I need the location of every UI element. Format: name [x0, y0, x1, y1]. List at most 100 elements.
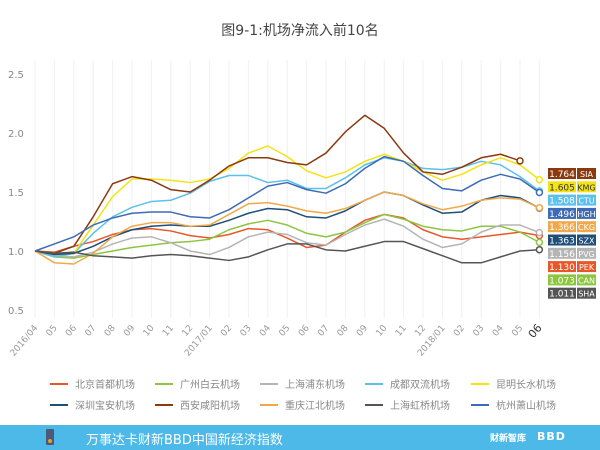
legend-label: 成都双流机场	[390, 380, 450, 391]
x-tick-label: 12	[413, 324, 428, 339]
legend-label: 深圳宝安机场	[75, 401, 135, 412]
end-value-label: 1.496	[549, 210, 575, 220]
end-value-label: 1.363	[549, 237, 575, 247]
end-value-badge	[548, 261, 576, 273]
x-tick-label: 07	[316, 324, 331, 339]
end-value-label: 1.130	[549, 263, 575, 273]
x-tick-label: 03	[471, 324, 486, 339]
end-value-badge	[548, 181, 576, 193]
end-value-badge	[548, 247, 576, 259]
x-tick-label: 10	[142, 323, 157, 338]
airport-code-label: HGH	[577, 210, 595, 219]
legend-swatch	[260, 382, 278, 385]
mastercard-icon	[46, 429, 54, 445]
legend-item-PVG[interactable]: 上海浦东机场	[260, 376, 345, 391]
y-tick-label: 2.0	[8, 129, 24, 140]
y-tick-label: 1.5	[8, 188, 24, 199]
x-tick-label: 2016/04	[9, 323, 41, 358]
legend-label: 西安咸阳机场	[180, 401, 240, 412]
legend-swatch	[365, 403, 383, 406]
x-tick-label: 02	[452, 324, 467, 339]
legend-item-SHA[interactable]: 上海虹桥机场	[365, 397, 450, 412]
x-tick-label: 06	[297, 323, 312, 338]
airport-code-label: PVG	[578, 250, 595, 259]
y-tick-label: 1.0	[8, 247, 24, 258]
y-tick-label: 2.5	[8, 70, 24, 81]
legend-label: 广州白云机场	[180, 380, 240, 391]
x-tick-label: 08	[336, 323, 351, 338]
x-tick-label: 05	[277, 324, 292, 339]
chart-title: 图9-1:机场净流入前10名	[221, 23, 379, 39]
airport-code-label: CKG	[578, 223, 595, 232]
x-tick-label: 11	[161, 324, 176, 339]
end-marker-CKG	[535, 204, 544, 212]
airport-code-label: CAN	[578, 276, 595, 285]
legend-swatch	[365, 382, 383, 385]
x-tick-label: 12	[180, 324, 195, 339]
legend-label: 重庆江北机场	[285, 401, 345, 412]
series-line-SIA	[34, 114, 521, 255]
x-tick-label: 09	[122, 323, 137, 338]
airport-code-badge	[577, 168, 596, 179]
x-tick-label: 04	[258, 323, 273, 338]
end-value-badge	[548, 274, 576, 286]
legend-item-SZX[interactable]: 深圳宝安机场	[50, 397, 135, 412]
legend-item-CKG[interactable]: 重庆江北机场	[260, 397, 345, 412]
series-line-CAN	[34, 213, 540, 259]
x-tick-label: 05	[510, 324, 525, 339]
x-tick-label: 03	[239, 324, 254, 339]
legend-item-PEK[interactable]: 北京首都机场	[50, 376, 135, 391]
end-value-badge	[548, 221, 576, 233]
footer-banner: 万事达卡财新BBD中国新经济指数 财新智库 BBD	[0, 425, 600, 450]
airport-code-badge	[577, 207, 596, 219]
legend-item-CAN[interactable]: 广州白云机场	[155, 376, 240, 391]
legend-item-KMG[interactable]: 昆明长水机场	[471, 376, 556, 391]
legend-item-HGH[interactable]: 杭州萧山机场	[471, 397, 556, 412]
x-tick-label: 06	[526, 322, 545, 341]
end-value-badge	[548, 234, 576, 246]
legend-swatch	[50, 403, 68, 406]
legend-item-SIA[interactable]: 西安咸阳机场	[155, 397, 240, 412]
legend-label: 昆明长水机场	[496, 380, 556, 391]
legend-label: 上海浦东机场	[285, 380, 345, 391]
x-tick-label: 08	[103, 323, 118, 338]
airport-code-label: KMG	[577, 183, 595, 192]
x-tick-label: 07	[83, 324, 98, 339]
airport-code-badge	[577, 234, 596, 246]
end-value-label: 1.605	[549, 183, 575, 193]
legend-swatch	[260, 403, 278, 406]
legend-label: 杭州萧山机场	[496, 401, 556, 412]
end-value-badge	[548, 194, 576, 206]
end-value-badge	[548, 287, 576, 299]
series-line-CTU	[34, 157, 540, 258]
airport-code-label: SHA	[578, 290, 595, 299]
footer-text: 万事达卡财新BBD中国新经济指数	[86, 433, 283, 448]
airport-code-badge	[577, 181, 596, 193]
end-value-label: 1.764	[549, 170, 575, 180]
end-marker-SHA	[535, 245, 544, 254]
end-marker-HGH	[535, 188, 544, 197]
legend-label: 上海虹桥机场	[390, 401, 450, 412]
series-line-KMG	[34, 145, 540, 256]
bbd-logo: BBD	[537, 430, 566, 443]
end-value-label: 1.366	[549, 223, 575, 233]
airport-code-badge	[577, 247, 596, 259]
airport-code-badge	[577, 274, 596, 286]
legend-item-CTU[interactable]: 成都双流机场	[365, 376, 450, 391]
legend-swatch	[471, 382, 489, 385]
end-marker-SIA	[516, 157, 524, 165]
x-tick-label: 04	[491, 323, 506, 338]
end-value-label: 1.156	[549, 250, 575, 260]
caixin-logo: 财新智库	[490, 434, 527, 444]
x-tick-label: 02	[219, 324, 234, 339]
airport-code-badge	[577, 287, 596, 299]
end-value-badge	[548, 207, 576, 219]
airport-code-badge	[577, 194, 596, 206]
airport-code-badge	[577, 261, 596, 273]
airport-code-label: CTU	[578, 197, 594, 206]
series-line-SZX	[34, 191, 540, 256]
series-line-CKG	[34, 191, 540, 265]
x-tick-label: 05	[45, 324, 60, 339]
end-value-label: 1.508	[549, 197, 575, 207]
